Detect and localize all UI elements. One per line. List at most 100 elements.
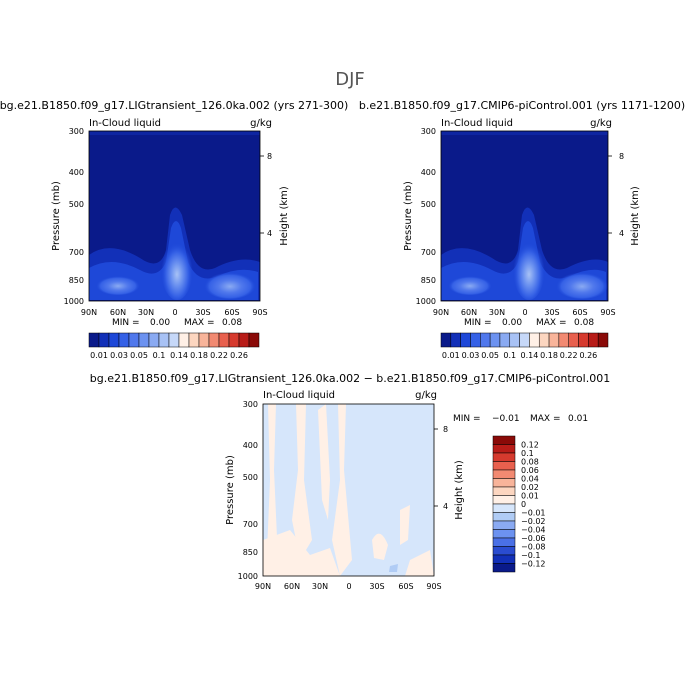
- panel-a-ylabel: Pressure (mb): [51, 181, 62, 251]
- max-label: MAX =: [536, 318, 567, 328]
- min-label: MIN =: [464, 318, 492, 328]
- colorbar-label: −0.12: [521, 560, 546, 569]
- panel-c-minmax: MIN = −0.01 MAX = 0.01: [453, 414, 588, 424]
- y-tick-label: 400: [421, 168, 436, 177]
- colorbar-swatch: [492, 529, 516, 539]
- panel-a: bg.e21.B1850.f09_g17.LIGtransient_126.0k…: [0, 99, 348, 360]
- colorbar-swatch: [492, 563, 516, 573]
- colorbar-label: 0.03: [110, 351, 128, 360]
- colorbar-swatch: [529, 332, 540, 348]
- panel-b-colorbar: 0.01 0.03 0.05 0.1 0.14 0.18 0.22 0.26: [440, 332, 609, 360]
- min-value: 0.00: [502, 318, 522, 328]
- colorbar-swatch: [578, 332, 589, 348]
- panel-c-colorbar: 0.120.10.080.060.040.020.010−0.01−0.02−0…: [492, 435, 546, 573]
- colorbar-label: −0.08: [521, 543, 546, 552]
- colorbar-label: 0.05: [130, 351, 148, 360]
- panel-b: b.e21.B1850.f09_g17.CMIP6-piControl.001 …: [359, 99, 685, 360]
- colorbar-label: −0.02: [521, 517, 546, 526]
- colorbar-swatch: [492, 478, 516, 488]
- colorbar-label: 0: [521, 500, 526, 509]
- colorbar-swatch: [138, 332, 150, 348]
- colorbar-swatch: [548, 332, 560, 348]
- colorbar-label: 0.22: [560, 351, 578, 360]
- colorbar-swatch: [168, 332, 180, 348]
- colorbar-swatch: [499, 332, 511, 348]
- x-tick-label: 0: [172, 308, 177, 317]
- height-tick-label: 4: [619, 229, 624, 238]
- y-tick-label: 1000: [416, 297, 436, 306]
- colorbar-swatch: [492, 461, 516, 471]
- colorbar-swatch: [519, 332, 530, 348]
- y-tick-label: 500: [243, 473, 258, 482]
- x-tick-label: 90N: [81, 308, 97, 317]
- panel-c-right-ticks: 8 4: [434, 425, 448, 511]
- min-label: MIN =: [453, 414, 481, 424]
- panel-b-ylabel: Pressure (mb): [403, 181, 414, 251]
- colorbar-swatch: [492, 469, 516, 479]
- panel-a-units: g/kg: [250, 118, 272, 129]
- colorbar-label: 0.1: [521, 449, 534, 458]
- colorbar-swatch: [450, 332, 461, 348]
- max-value: 0.08: [574, 318, 594, 328]
- panel-b-minmax: MIN = 0.00 MAX = 0.08: [464, 318, 594, 328]
- colorbar-label: 0.18: [540, 351, 558, 360]
- colorbar-swatch: [208, 332, 220, 348]
- panel-b-title: b.e21.B1850.f09_g17.CMIP6-piControl.001 …: [359, 99, 685, 112]
- colorbar-swatch: [492, 444, 516, 454]
- panel-a-frame: [88, 130, 261, 302]
- min-value: 0.00: [150, 318, 170, 328]
- panel-c-ylabel-right: Height (km): [454, 460, 465, 520]
- colorbar-swatch: [480, 332, 491, 348]
- colorbar-swatch: [98, 332, 110, 348]
- colorbar-label: −0.06: [521, 534, 546, 543]
- colorbar-swatch: [492, 486, 516, 496]
- colorbar-swatch: [492, 537, 516, 547]
- colorbar-swatch: [597, 332, 609, 348]
- height-tick-label: 4: [267, 229, 272, 238]
- x-tick-label: 0: [522, 308, 527, 317]
- panel-a-y-ticks: 300 400 500 700 850 1000: [64, 127, 84, 306]
- colorbar-label: 0.26: [230, 351, 248, 360]
- x-tick-label: 60S: [572, 308, 587, 317]
- panel-b-frame: [440, 130, 609, 302]
- panel-b-y-ticks: 300 400 500 700 850 1000: [416, 127, 436, 306]
- colorbar-swatch: [440, 332, 452, 348]
- colorbar-swatch: [492, 546, 516, 556]
- colorbar-swatch: [198, 332, 210, 348]
- panel-c-ylabel: Pressure (mb): [225, 455, 236, 525]
- colorbar-label: 0.05: [481, 351, 499, 360]
- x-tick-label: 90N: [433, 308, 449, 317]
- panel-a-right-ticks: 8 4: [260, 152, 272, 238]
- max-label: MAX =: [530, 414, 561, 424]
- figure-title: DJF: [335, 69, 365, 90]
- panel-b-variable: In-Cloud liquid: [441, 118, 513, 129]
- x-tick-label: 90S: [426, 582, 441, 591]
- y-tick-label: 850: [69, 276, 84, 285]
- panel-a-colorbar: 0.01 0.03 0.05 0.1 0.14 0.18 0.22 0.26: [88, 332, 260, 360]
- panel-c-title: bg.e21.B1850.f09_g17.LIGtransient_126.0k…: [90, 372, 610, 385]
- colorbar-swatch: [178, 332, 190, 348]
- colorbar-swatch: [108, 332, 120, 348]
- y-tick-label: 850: [421, 276, 436, 285]
- x-tick-label: 90S: [252, 308, 267, 317]
- x-tick-label: 60S: [224, 308, 239, 317]
- colorbar-swatch: [558, 332, 569, 348]
- colorbar-swatch: [188, 332, 200, 348]
- x-tick-label: 60N: [461, 308, 477, 317]
- panel-c-frame: [262, 403, 435, 577]
- x-tick-label: 60S: [398, 582, 413, 591]
- colorbar-swatch: [492, 503, 516, 513]
- colorbar-swatch: [248, 332, 260, 348]
- colorbar-label: 0.01: [521, 492, 539, 501]
- x-tick-label: 60N: [284, 582, 300, 591]
- colorbar-swatch: [492, 554, 516, 564]
- x-tick-label: 90N: [255, 582, 271, 591]
- colorbar-label: −0.1: [521, 551, 540, 560]
- colorbar-swatch: [588, 332, 599, 348]
- colorbar-label: 0.06: [521, 466, 539, 475]
- height-tick-label: 8: [443, 425, 448, 434]
- y-tick-label: 300: [421, 127, 436, 136]
- colorbar-label: −0.04: [521, 526, 546, 535]
- max-label: MAX =: [184, 318, 215, 328]
